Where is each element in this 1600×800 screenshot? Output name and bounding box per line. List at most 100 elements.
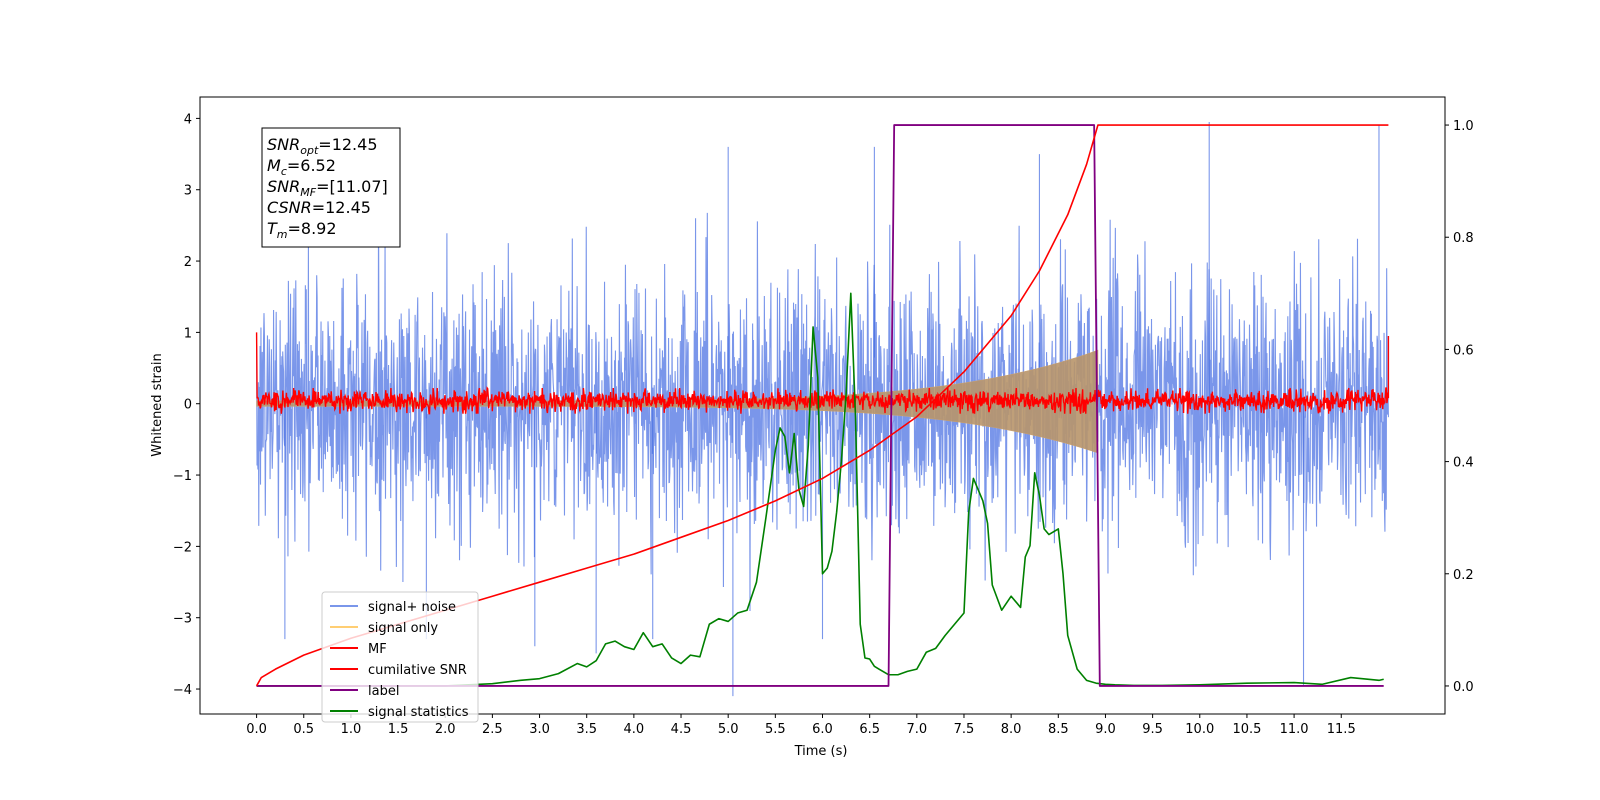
y-left-tick-label: 3 <box>184 184 192 199</box>
y-axis-left: 4 3 2 1 0 −1 −2 −3 −4 <box>173 112 200 698</box>
legend-frame <box>321 591 479 723</box>
y-right-tick: 0.4 <box>1445 456 1474 471</box>
x-tick-label: 0.5 <box>293 722 314 737</box>
x-tick: 5.0 <box>718 714 739 737</box>
x-tick-label: 3.5 <box>576 722 597 737</box>
y-left-tick: 2 <box>184 255 200 270</box>
x-tick: 0.5 <box>293 714 314 737</box>
legend-label: signal statistics <box>368 705 469 720</box>
y-left-tick: 4 <box>184 112 200 127</box>
x-tick-label: 4.0 <box>624 722 645 737</box>
label-series <box>256 124 1384 687</box>
info-subscript: c <box>281 165 287 178</box>
signal-statistics-line <box>256 292 1384 687</box>
x-tick: 10.5 <box>1232 714 1261 737</box>
y-axis-right: 1.0 0.8 0.6 0.4 0.2 0.0 <box>1445 119 1474 695</box>
x-tick-label: 4.5 <box>671 722 692 737</box>
info-value: =8.92 <box>288 219 337 238</box>
legend-label: cumilative SNR <box>368 663 467 678</box>
x-tick: 6.0 <box>812 714 833 737</box>
legend-item: signal+ noise <box>330 600 456 615</box>
x-tick-label: 0.0 <box>246 722 267 737</box>
x-tick-label: 11.0 <box>1280 722 1309 737</box>
info-symbol: T <box>267 219 278 238</box>
x-tick: 8.0 <box>1001 714 1022 737</box>
x-tick: 3.0 <box>529 714 550 737</box>
x-tick: 8.5 <box>1048 714 1069 737</box>
info-symbol: M <box>267 156 281 175</box>
info-subscript: MF <box>300 186 316 199</box>
x-axis-label: Time (s) <box>794 744 848 759</box>
series-layer <box>255 121 1390 697</box>
y-axis-label: Whitened strain <box>150 353 165 456</box>
legend-item: signal statistics <box>330 705 469 720</box>
y-left-tick-label: −2 <box>173 540 192 555</box>
legend-item: label <box>330 684 399 699</box>
y-left-tick: −3 <box>173 612 200 627</box>
y-left-tick-label: 1 <box>184 326 192 341</box>
y-right-tick-label: 0.4 <box>1453 456 1474 471</box>
signal-noise-line <box>256 200 1389 611</box>
y-right-tick-label: 0.2 <box>1453 568 1474 583</box>
x-tick: 11.5 <box>1327 714 1356 737</box>
x-tick: 9.5 <box>1142 714 1163 737</box>
info-symbol: SNR <box>267 135 300 154</box>
y-left-tick: 0 <box>184 398 200 413</box>
legend-item: signal only <box>330 621 438 636</box>
x-tick-label: 1.0 <box>341 722 362 737</box>
label-line <box>256 124 1384 687</box>
legend-item: MF <box>330 642 387 657</box>
info-value: =12.45 <box>318 135 377 154</box>
x-tick: 4.5 <box>671 714 692 737</box>
info-symbol: SNR <box>267 177 300 196</box>
y-right-tick-label: 0.0 <box>1453 680 1474 695</box>
y-right-tick-label: 0.6 <box>1453 343 1474 358</box>
y-left-tick: −4 <box>173 683 200 698</box>
x-tick-label: 5.0 <box>718 722 739 737</box>
info-box: SNRopt=12.45Mc=6.52SNRMF=[11.07]CSNR=12.… <box>261 127 401 248</box>
y-right-tick: 0.6 <box>1445 343 1474 358</box>
info-box-frame <box>261 127 401 248</box>
y-left-tick-label: 4 <box>184 112 192 127</box>
x-tick-label: 6.0 <box>812 722 833 737</box>
info-line: SNRMF=[11.07] <box>267 177 388 199</box>
x-tick-label: 5.5 <box>765 722 786 737</box>
y-left-tick-label: −4 <box>173 683 192 698</box>
y-left-tick: −2 <box>173 540 200 555</box>
legend-label: label <box>368 684 399 699</box>
y-right-tick-label: 1.0 <box>1453 119 1474 134</box>
y-right-tick: 0.0 <box>1445 680 1474 695</box>
info-value: =[11.07] <box>316 177 388 196</box>
x-tick: 6.5 <box>859 714 880 737</box>
x-tick: 3.5 <box>576 714 597 737</box>
x-tick-label: 3.0 <box>529 722 550 737</box>
x-tick-label: 1.5 <box>388 722 409 737</box>
x-tick: 11.0 <box>1280 714 1309 737</box>
x-tick: 0.0 <box>246 714 267 737</box>
y-left-tick: 1 <box>184 326 200 341</box>
x-tick-label: 9.5 <box>1142 722 1163 737</box>
legend-label: signal only <box>368 621 438 636</box>
info-line: CSNR=12.45 <box>267 198 371 217</box>
y-left-tick-label: 2 <box>184 255 192 270</box>
y-left-tick-label: −1 <box>173 469 192 484</box>
y-right-tick: 0.8 <box>1445 231 1474 246</box>
x-tick-label: 7.5 <box>954 722 975 737</box>
x-tick: 10.0 <box>1185 714 1214 737</box>
info-line: Tm=8.92 <box>267 219 337 241</box>
mf-series <box>255 332 1390 415</box>
mf-line <box>255 332 1390 415</box>
info-subscript: opt <box>300 144 319 157</box>
info-value: =6.52 <box>287 156 336 175</box>
x-tick-label: 10.0 <box>1185 722 1214 737</box>
legend: signal+ noise signal only MF cumilative SNR… <box>321 591 479 723</box>
legend-label: signal+ noise <box>368 600 456 615</box>
x-tick: 7.0 <box>906 714 927 737</box>
legend-label: MF <box>368 642 387 657</box>
y-left-tick-label: −3 <box>173 612 192 627</box>
y-right-tick: 1.0 <box>1445 119 1474 134</box>
signal-noise-series <box>256 121 1389 697</box>
x-tick-label: 8.0 <box>1001 722 1022 737</box>
y-left-tick: −1 <box>173 469 200 484</box>
